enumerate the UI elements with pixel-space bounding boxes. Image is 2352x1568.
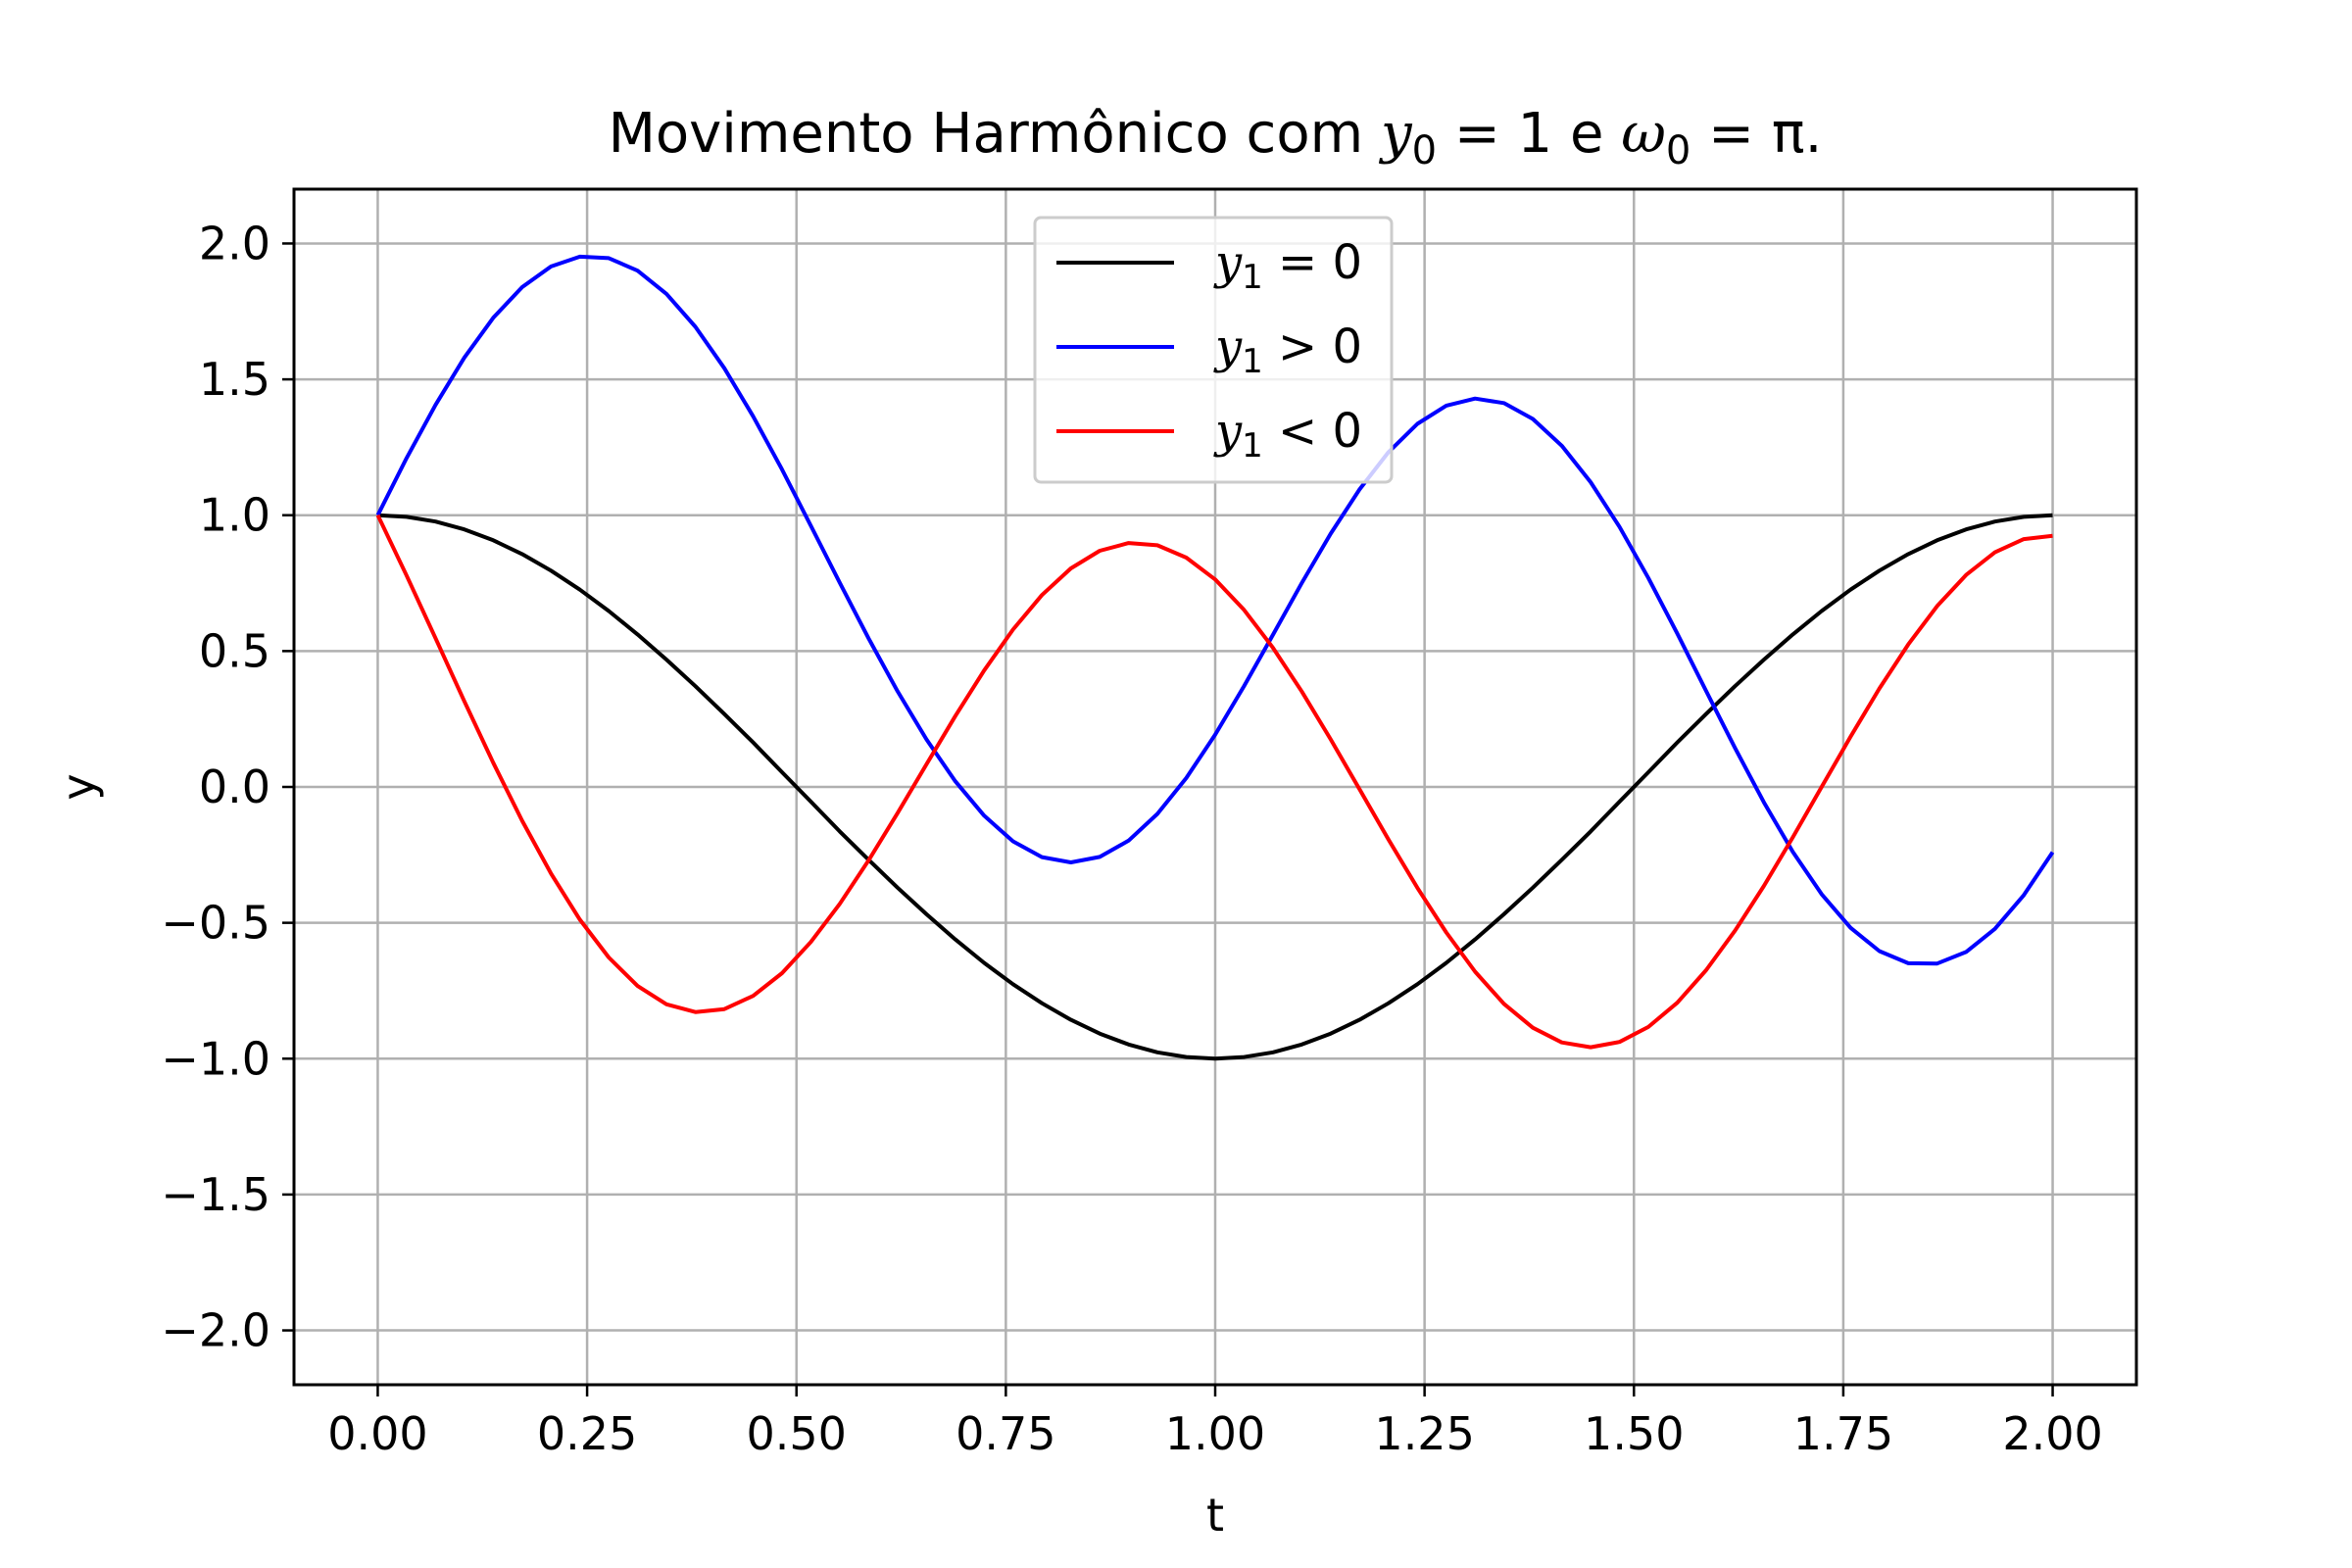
x-tick-label: 0.00 [327, 1407, 427, 1460]
x-tick-label: 1.00 [1165, 1407, 1265, 1460]
x-ticks: 0.00 0.25 0.50 0.75 1.00 1.25 1.50 1.75 2.00 [327, 1385, 2103, 1460]
y-tick-label: −0.5 [161, 897, 270, 950]
x-tick-label: 1.25 [1374, 1407, 1474, 1460]
x-tick-label: 2.00 [2002, 1407, 2102, 1460]
legend-box [1033, 216, 1394, 484]
y-tick-label: −2.0 [161, 1304, 270, 1357]
y-tick-label: −1.5 [161, 1168, 270, 1221]
y-tick-label: 0.5 [199, 624, 270, 677]
legend: y1 = 0 y1 > 0 y1 < 0 [1033, 216, 1394, 484]
x-tick-label: 0.75 [956, 1407, 1055, 1460]
x-axis-label: t [1206, 1489, 1224, 1542]
series-line-2 [375, 514, 2053, 1050]
x-tick-label: 0.25 [537, 1407, 637, 1460]
series-line-0 [377, 513, 2053, 1061]
y-tick-label: 1.5 [199, 353, 270, 406]
chart-title: Movimento Harmônico com y0 = 1 e ω0 = π. [609, 102, 1823, 173]
y-ticks: 2.0 1.5 1.0 0.5 0.0 −0.5 −1.0 −1.5 −2.0 [161, 217, 294, 1357]
legend-label-2: y1 < 0 [1213, 404, 1362, 466]
series-line-1 [375, 254, 2055, 966]
legend-entries: y1 = 0 y1 > 0 y1 < 0 [1056, 235, 1362, 466]
legend-label-0: y1 = 0 [1213, 235, 1362, 297]
y-tick-label: −1.0 [161, 1032, 270, 1085]
y-tick-label: 1.0 [199, 489, 270, 542]
y-tick-label: 0.0 [199, 760, 270, 813]
plot-lines [375, 254, 2055, 1061]
x-tick-label: 0.50 [747, 1407, 847, 1460]
x-tick-label: 1.75 [1793, 1407, 1893, 1460]
x-tick-label: 1.50 [1584, 1407, 1684, 1460]
legend-label-1: y1 > 0 [1213, 319, 1362, 381]
y-tick-label: 2.0 [199, 217, 270, 270]
y-axis-label: y [52, 773, 105, 800]
